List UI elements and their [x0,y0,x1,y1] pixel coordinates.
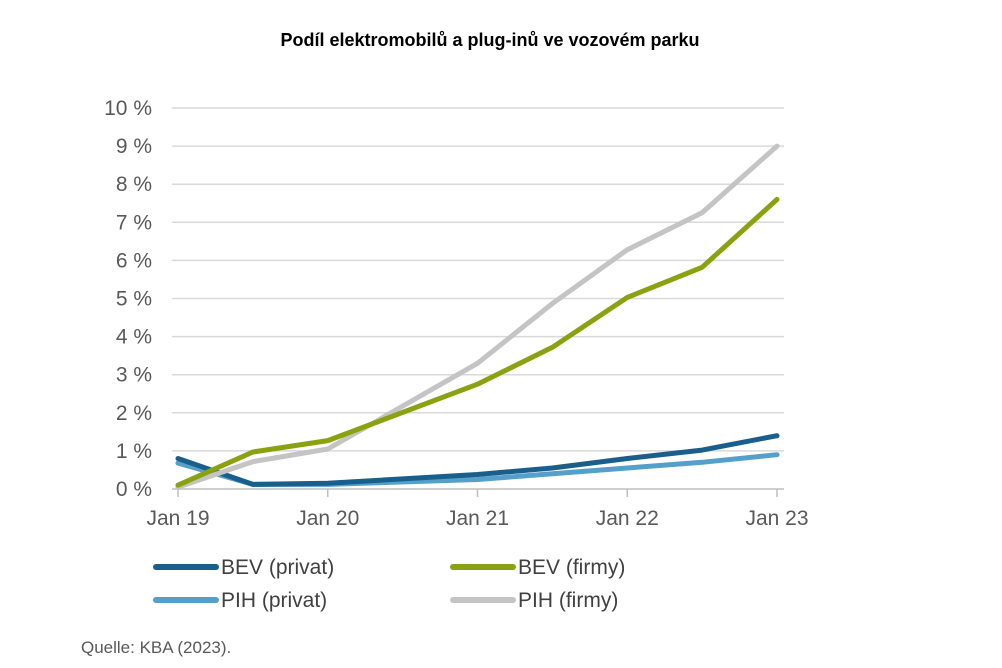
x-tick-label: Jan 19 [146,507,209,530]
legend: BEV (privat) BEV (firmy) PIH (privat) PIH (… [153,556,625,612]
y-tick-label: 6 % [116,249,152,272]
series-line [175,196,780,488]
x-tick-label: Jan 22 [596,507,659,530]
source-note: Quelle: KBA (2023). [81,638,232,657]
legend-label: PIH (firmy) [518,589,618,612]
y-tick-label: 10 % [104,97,152,120]
y-tick-label: 9 % [116,135,152,158]
x-tick-label: Jan 23 [745,507,808,530]
y-tick-label: 2 % [116,402,152,425]
gridlines [172,107,784,452]
y-tick-label: 8 % [116,173,152,196]
legend-label: BEV (privat) [221,556,334,579]
y-tick-label: 1 % [116,440,152,463]
x-tick-label: Jan 20 [296,507,359,530]
y-tick-label: 7 % [116,211,152,234]
legend-label: PIH (privat) [221,589,327,612]
x-axis: Jan 19 Jan 20 Jan 21 Jan 22 Jan 23 [146,488,809,530]
y-tick-label: 5 % [116,288,152,311]
y-tick-label: 4 % [116,326,152,349]
y-tick-label: 0 % [116,478,152,501]
series-line [175,433,780,487]
y-axis-ticks: 0 % 1 % 2 % 3 % 4 % 5 % 6 % 7 % 8 % 9 % 10 % [104,97,152,501]
x-tick-label: Jan 21 [446,507,509,530]
legend-label: BEV (firmy) [518,556,625,579]
series-line [175,143,780,490]
y-tick-label: 3 % [116,364,152,387]
chart-title: Podíl elektromobilů a plug-inů ve vozové… [280,30,700,50]
series-lines [175,143,780,490]
